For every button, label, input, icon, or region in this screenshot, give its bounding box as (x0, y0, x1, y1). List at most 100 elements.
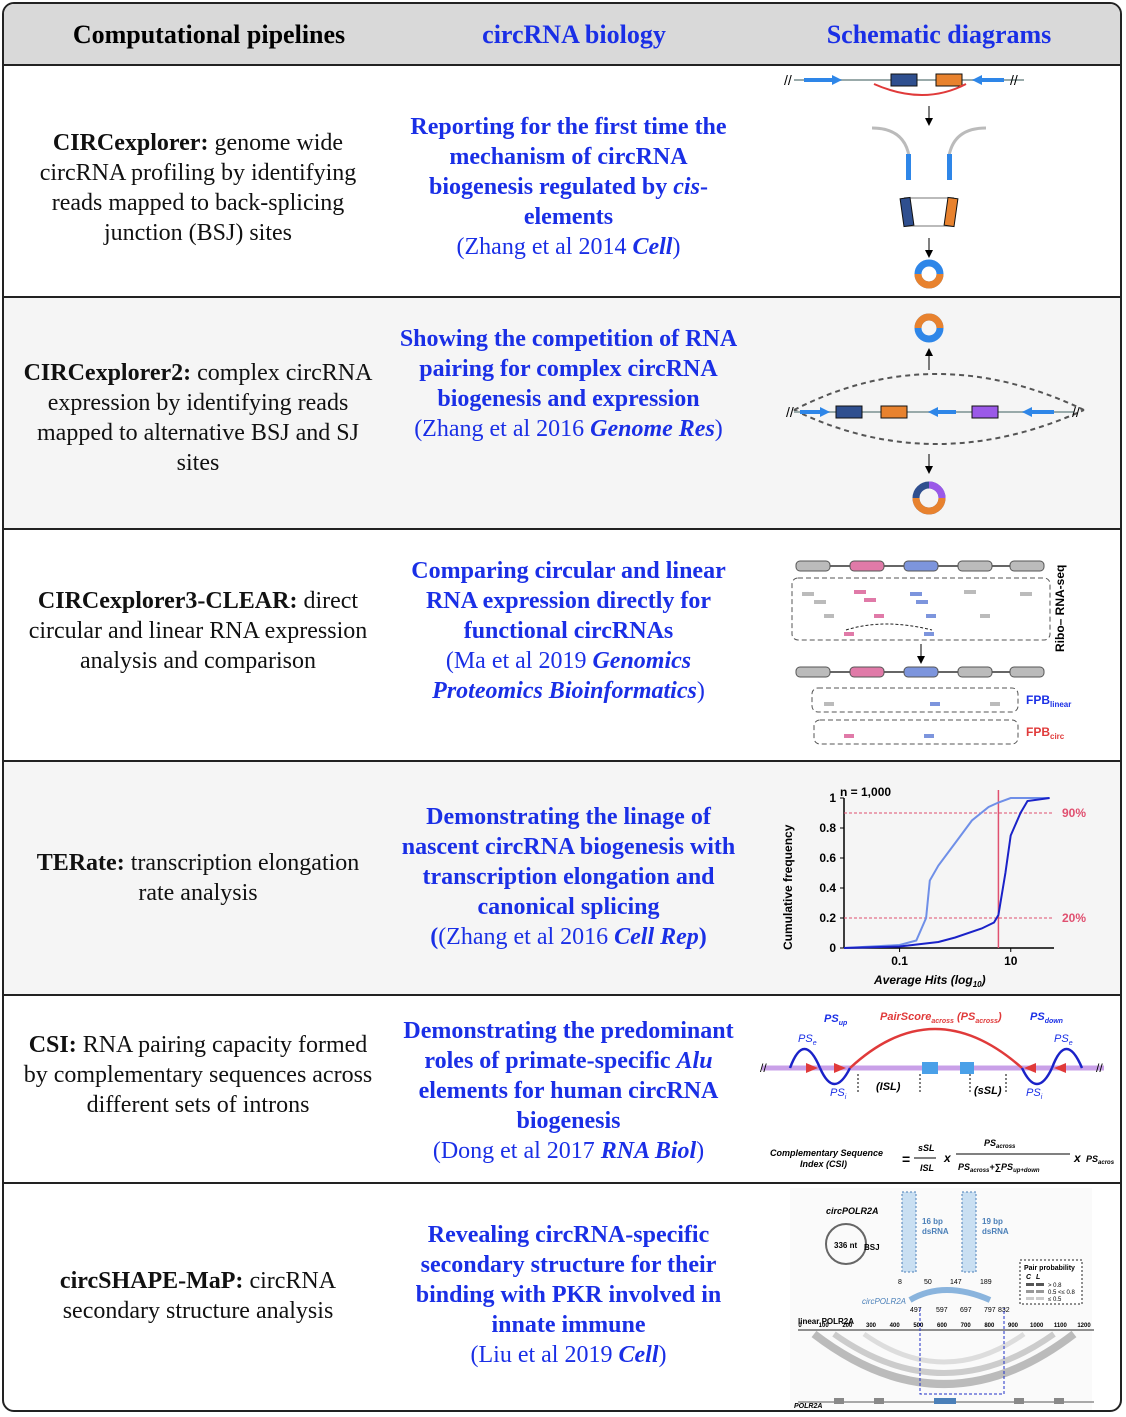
svg-text://: // (1010, 72, 1018, 88)
reference: (Ma et al 2019 Genomics Proteomics Bioin… (432, 648, 705, 704)
diagram-competition: // // (754, 298, 1114, 530)
svg-text:x: x (943, 1151, 952, 1165)
finding-text: Demonstrating the linage of nascent circ… (401, 804, 736, 920)
svg-text://: // (784, 72, 792, 88)
y-tick-label: 1 (829, 791, 836, 805)
svg-text:497: 497 (910, 1307, 922, 1314)
reference: (Zhang et al 2014 Cell) (456, 234, 681, 260)
y-tick-label: 0.2 (819, 911, 836, 925)
biology-cell: Showing the competition of RNA pairing f… (396, 324, 741, 444)
isl-label: (ISL) (876, 1081, 901, 1093)
finding-text: Demonstrating the predominant roles of p… (403, 1018, 734, 1134)
axis-tick-label: 200 (842, 1323, 853, 1329)
axis-tick-label: 900 (1008, 1323, 1019, 1329)
cumulative-chart: Cumulative frequency Average Hits (log10… (754, 762, 1114, 996)
ps-up-label: PSup (824, 1013, 848, 1027)
axis-tick-label: 1000 (1030, 1323, 1044, 1329)
svg-text:BSJ: BSJ (864, 1243, 880, 1252)
svg-text:x: x (1073, 1151, 1082, 1165)
circpolr2a-title: circPOLR2A (826, 1206, 879, 1216)
x-tick-label: 10 (1004, 954, 1018, 968)
fpb-linear-label: FPBlinear (1026, 693, 1071, 709)
table-row: circSHAPE-MaP: circRNA secondary structu… (4, 1184, 1120, 1410)
diagram-csi: // // PSup PairScoreacross (PSacross) PSd… (754, 996, 1118, 1184)
ps-i-label-right: PSi (1026, 1087, 1043, 1101)
tool-desc: genome wide circRNA profiling by identif… (39, 130, 357, 246)
svg-text:189: 189 (980, 1279, 992, 1286)
pipeline-cell: CIRCexplorer3-CLEAR: direct circular and… (28, 588, 368, 674)
svg-text:50: 50 (924, 1279, 932, 1286)
finding-text: Comparing circular and linear RNA expres… (411, 558, 726, 644)
biology-cell: Comparing circular and linear RNA expres… (396, 556, 741, 706)
ssl-label: (sSL) (974, 1085, 1002, 1097)
ps-i-label: PSi (830, 1087, 847, 1101)
finding-text: Reporting for the first time the mechani… (410, 114, 727, 230)
ribo-rnaseq-label: Ribo– RNA-seq (1053, 565, 1067, 652)
svg-text:circPOLR2A: circPOLR2A (862, 1297, 906, 1306)
y-tick-label: 0.6 (819, 851, 836, 865)
svg-text://: // (786, 404, 794, 420)
reference: (Zhang et al 2016 Genome Res) (414, 416, 723, 442)
axis-tick-label: 500 (913, 1323, 924, 1329)
svg-text://: // (1096, 1061, 1103, 1075)
axis-tick-label: 1100 (1054, 1323, 1068, 1329)
pipeline-cell: CIRCexplorer2: complex circRNA expressio… (23, 360, 373, 476)
axis-tick-label: 100 (819, 1323, 830, 1329)
pairscore-label: PairScoreacross (PSacross) (880, 1011, 1002, 1025)
pair-probability-legend: Pair probability (1024, 1265, 1075, 1272)
diagram-clear: Ribo– RNA-seq FPBlinear FPBcirc (754, 530, 1114, 762)
axis-tick-label: 1200 (1077, 1323, 1091, 1329)
svg-text:dsRNA: dsRNA (982, 1227, 1009, 1236)
x-axis-label: Average Hits (log10) (873, 973, 986, 989)
reference: ((Zhang et al 2016 Cell Rep) (430, 924, 707, 950)
reference: (Liu et al 2019 Cell) (470, 1342, 667, 1368)
x-tick-label: 0.1 (891, 954, 908, 968)
cdf-series-1 (843, 797, 1050, 949)
svg-text:PSacross: PSacross (984, 1138, 1016, 1150)
cdf-series-2 (843, 797, 1050, 949)
table-row: CIRCexplorer2: complex circRNA expressio… (4, 298, 1120, 530)
n-label: n = 1,000 (840, 785, 891, 799)
svg-text:L: L (1036, 1274, 1040, 1281)
svg-text:sSL: sSL (918, 1143, 935, 1153)
diagram-cis-elements: // // (754, 66, 1114, 298)
svg-text:≤ 0.5: ≤ 0.5 (1048, 1297, 1062, 1303)
pipeline-cell: CSI: RNA pairing capacity formed by comp… (23, 1032, 373, 1118)
biology-cell: Reporting for the first time the mechani… (396, 112, 741, 262)
ps-e-label: PSe (798, 1033, 817, 1047)
svg-text:597: 597 (936, 1307, 948, 1314)
header-pipelines: Computational pipelines (72, 20, 346, 49)
axis-tick-label: 700 (961, 1323, 972, 1329)
svg-text://: // (760, 1061, 767, 1075)
svg-text:147: 147 (950, 1279, 962, 1286)
y-tick-label: 0.8 (819, 821, 836, 835)
svg-text:> 0.8: > 0.8 (1048, 1283, 1062, 1289)
diagram-circshape: circPOLR2A 336 nt BSJ 16 bp dsRNA 19 bp … (754, 1184, 1114, 1410)
table-row: CIRCexplorer: genome wide circRNA profil… (4, 66, 1120, 298)
biology-cell: Revealing circRNA-specific secondary str… (396, 1220, 741, 1370)
svg-text:336 nt: 336 nt (834, 1241, 857, 1250)
table-row: CSI: RNA pairing capacity formed by comp… (4, 996, 1120, 1184)
axis-tick-label: 600 (937, 1323, 948, 1329)
svg-text:697: 697 (960, 1307, 972, 1314)
table-row: CIRCexplorer3-CLEAR: direct circular and… (4, 530, 1120, 762)
axis-tick-label: 0 (798, 1323, 802, 1329)
csi-label: Complementary Sequence (770, 1148, 883, 1158)
biology-cell: Demonstrating the linage of nascent circ… (396, 802, 741, 952)
pct-20-label: 20% (1062, 911, 1086, 925)
csi-label-2: Index (CSI) (800, 1159, 847, 1169)
ps-e-label-right: PSe (1054, 1033, 1073, 1047)
svg-text://: // (1072, 404, 1080, 420)
pct-90-label: 90% (1062, 806, 1086, 820)
svg-text:832: 832 (998, 1307, 1010, 1314)
y-axis-label: Cumulative frequency (781, 824, 795, 950)
svg-text:=: = (902, 1151, 910, 1167)
svg-text:dsRNA: dsRNA (922, 1227, 949, 1236)
svg-text:797: 797 (984, 1307, 996, 1314)
header-diagrams: Schematic diagrams (826, 20, 1052, 49)
biology-cell: Demonstrating the predominant roles of p… (396, 1016, 741, 1166)
svg-text:PSacross: PSacross (1086, 1154, 1114, 1166)
pipeline-cell: TERate: transcription elongation rate an… (36, 850, 360, 906)
svg-text:16 bp: 16 bp (922, 1217, 943, 1226)
